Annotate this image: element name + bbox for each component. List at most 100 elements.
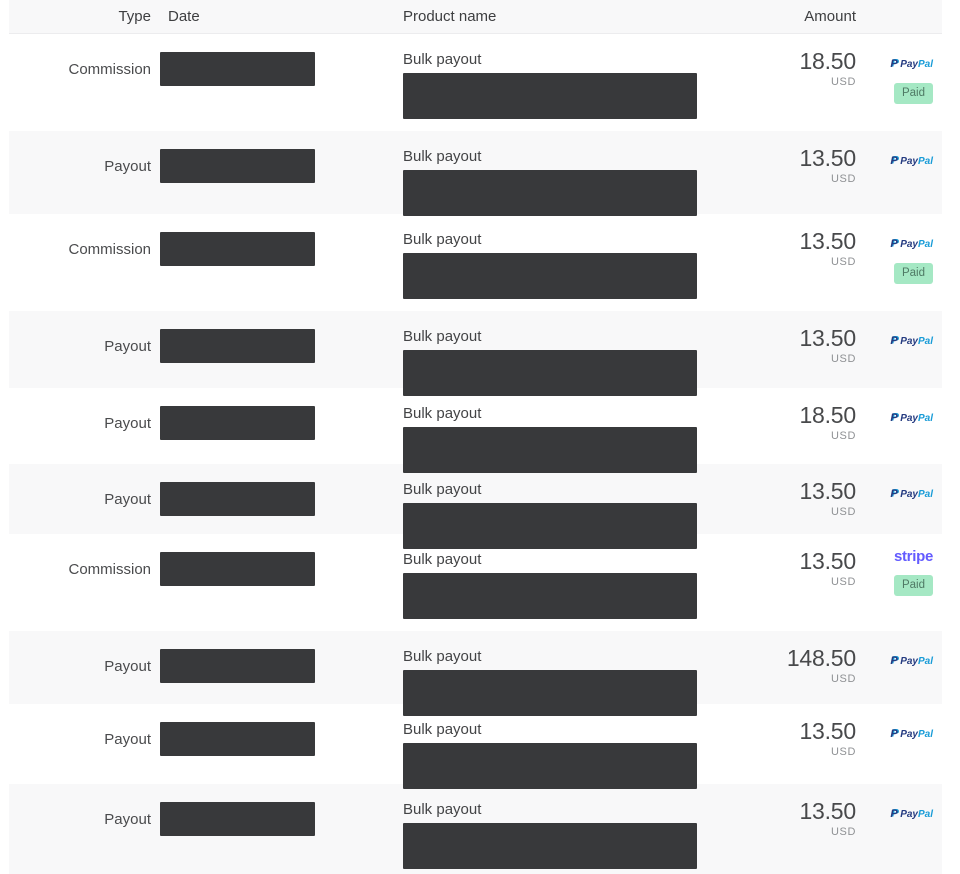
amount-cell: 13.50 USD xyxy=(759,214,856,311)
date-cell xyxy=(153,784,403,874)
date-cell xyxy=(153,311,403,396)
type-label: Commission xyxy=(68,241,151,258)
product-name: Bulk payout xyxy=(403,148,482,165)
paypal-wordmark-pay: Pay xyxy=(900,59,918,70)
product-details-redacted-box xyxy=(403,350,697,396)
date-redacted-box xyxy=(160,149,315,183)
paypal-wordmark-pal: Pal xyxy=(917,336,933,347)
product-cell: Bulk payout xyxy=(403,784,759,874)
type-cell: Payout xyxy=(9,131,153,216)
paypal-wordmark-pal: Pal xyxy=(917,729,933,740)
product-cell: Bulk payout xyxy=(403,464,759,549)
payouts-table: Type Date Product name Amount Commission… xyxy=(9,0,942,874)
column-header-amount: Amount xyxy=(804,8,856,25)
table-header-row: Type Date Product name Amount xyxy=(9,0,942,34)
amount-value: 13.50 xyxy=(799,798,856,824)
type-label: Commission xyxy=(68,61,151,78)
payment-cell: P Pay Pal xyxy=(856,704,942,789)
paypal-logo: P Pay Pal xyxy=(890,728,933,740)
product-name: Bulk payout xyxy=(403,481,482,498)
payment-cell: P Pay Pal xyxy=(856,131,942,216)
amount-value: 13.50 xyxy=(799,228,856,254)
product-cell: Bulk payout xyxy=(403,534,759,631)
paypal-wordmark-pay: Pay xyxy=(900,336,918,347)
product-details-redacted-box xyxy=(403,670,697,716)
paypal-icon: P xyxy=(890,808,898,820)
date-cell xyxy=(153,388,403,473)
date-redacted-box xyxy=(160,329,315,363)
paypal-icon: P xyxy=(890,238,898,250)
paypal-wordmark-pal: Pal xyxy=(917,239,933,250)
amount-cell: 18.50 USD xyxy=(759,388,856,473)
paypal-wordmark-pay: Pay xyxy=(900,489,918,500)
amount-cell: 13.50 USD xyxy=(759,464,856,549)
amount-currency: USD xyxy=(830,256,856,268)
product-cell: Bulk payout xyxy=(403,388,759,473)
type-label: Commission xyxy=(68,561,151,578)
paypal-icon: P xyxy=(890,655,898,667)
product-details-redacted-box xyxy=(403,73,697,119)
paypal-wordmark-pay: Pay xyxy=(900,413,918,424)
type-cell: Payout xyxy=(9,311,153,396)
date-redacted-box xyxy=(160,406,315,440)
date-cell xyxy=(153,131,403,216)
paypal-icon: P xyxy=(890,488,898,500)
paypal-logo: P Pay Pal xyxy=(890,58,933,70)
product-name: Bulk payout xyxy=(403,51,482,68)
date-redacted-box xyxy=(160,52,315,86)
paypal-wordmark-pay: Pay xyxy=(900,156,918,167)
paid-status-badge: Paid xyxy=(893,263,933,284)
product-name: Bulk payout xyxy=(403,231,482,248)
date-redacted-box xyxy=(160,552,315,586)
product-details-redacted-box xyxy=(403,503,697,549)
table-body: Commission Bulk payout 18.50 USD P Pay P… xyxy=(9,34,942,874)
amount-cell: 13.50 USD xyxy=(759,311,856,396)
payment-cell: P Pay Pal Paid xyxy=(856,34,942,131)
table-row: Payout Bulk payout 13.50 USD P Pay Pal xyxy=(9,784,942,874)
type-label: Payout xyxy=(104,658,151,675)
amount-value: 13.50 xyxy=(799,145,856,171)
type-cell: Payout xyxy=(9,388,153,473)
payment-cell: P Pay Pal xyxy=(856,311,942,396)
product-details-redacted-box xyxy=(403,253,697,299)
type-label: Payout xyxy=(104,415,151,432)
product-cell: Bulk payout xyxy=(403,631,759,716)
date-redacted-box xyxy=(160,649,315,683)
type-cell: Commission xyxy=(9,534,153,631)
paypal-wordmark-pal: Pal xyxy=(917,809,933,820)
type-cell: Payout xyxy=(9,631,153,716)
table-row: Payout Bulk payout 18.50 USD P Pay Pal xyxy=(9,388,942,473)
amount-currency: USD xyxy=(830,353,856,365)
table-row: Payout Bulk payout 13.50 USD P Pay Pal xyxy=(9,464,942,549)
paypal-icon: P xyxy=(890,335,898,347)
paypal-icon: P xyxy=(890,155,898,167)
paypal-logo: P Pay Pal xyxy=(890,335,933,347)
paypal-wordmark-pal: Pal xyxy=(917,489,933,500)
type-label: Payout xyxy=(104,731,151,748)
paypal-wordmark-pal: Pal xyxy=(917,59,933,70)
payment-cell: P Pay Pal xyxy=(856,464,942,549)
product-name: Bulk payout xyxy=(403,801,482,818)
date-cell xyxy=(153,34,403,131)
column-header-date: Date xyxy=(168,8,200,25)
type-label: Payout xyxy=(104,491,151,508)
column-header-type: Type xyxy=(118,8,151,25)
product-details-redacted-box xyxy=(403,743,697,789)
amount-currency: USD xyxy=(830,76,856,88)
payment-cell: stripe Paid xyxy=(856,534,942,631)
amount-currency: USD xyxy=(830,173,856,185)
type-label: Payout xyxy=(104,158,151,175)
product-cell: Bulk payout xyxy=(403,214,759,311)
type-cell: Commission xyxy=(9,34,153,131)
amount-currency: USD xyxy=(830,506,856,518)
paypal-logo: P Pay Pal xyxy=(890,155,933,167)
table-row: Commission Bulk payout 18.50 USD P Pay P… xyxy=(9,34,942,131)
payment-cell: P Pay Pal xyxy=(856,784,942,874)
type-label: Payout xyxy=(104,811,151,828)
amount-currency: USD xyxy=(830,673,856,685)
product-cell: Bulk payout xyxy=(403,34,759,131)
amount-value: 13.50 xyxy=(799,325,856,351)
amount-value: 148.50 xyxy=(786,645,856,671)
amount-value: 13.50 xyxy=(799,718,856,744)
date-cell xyxy=(153,534,403,631)
